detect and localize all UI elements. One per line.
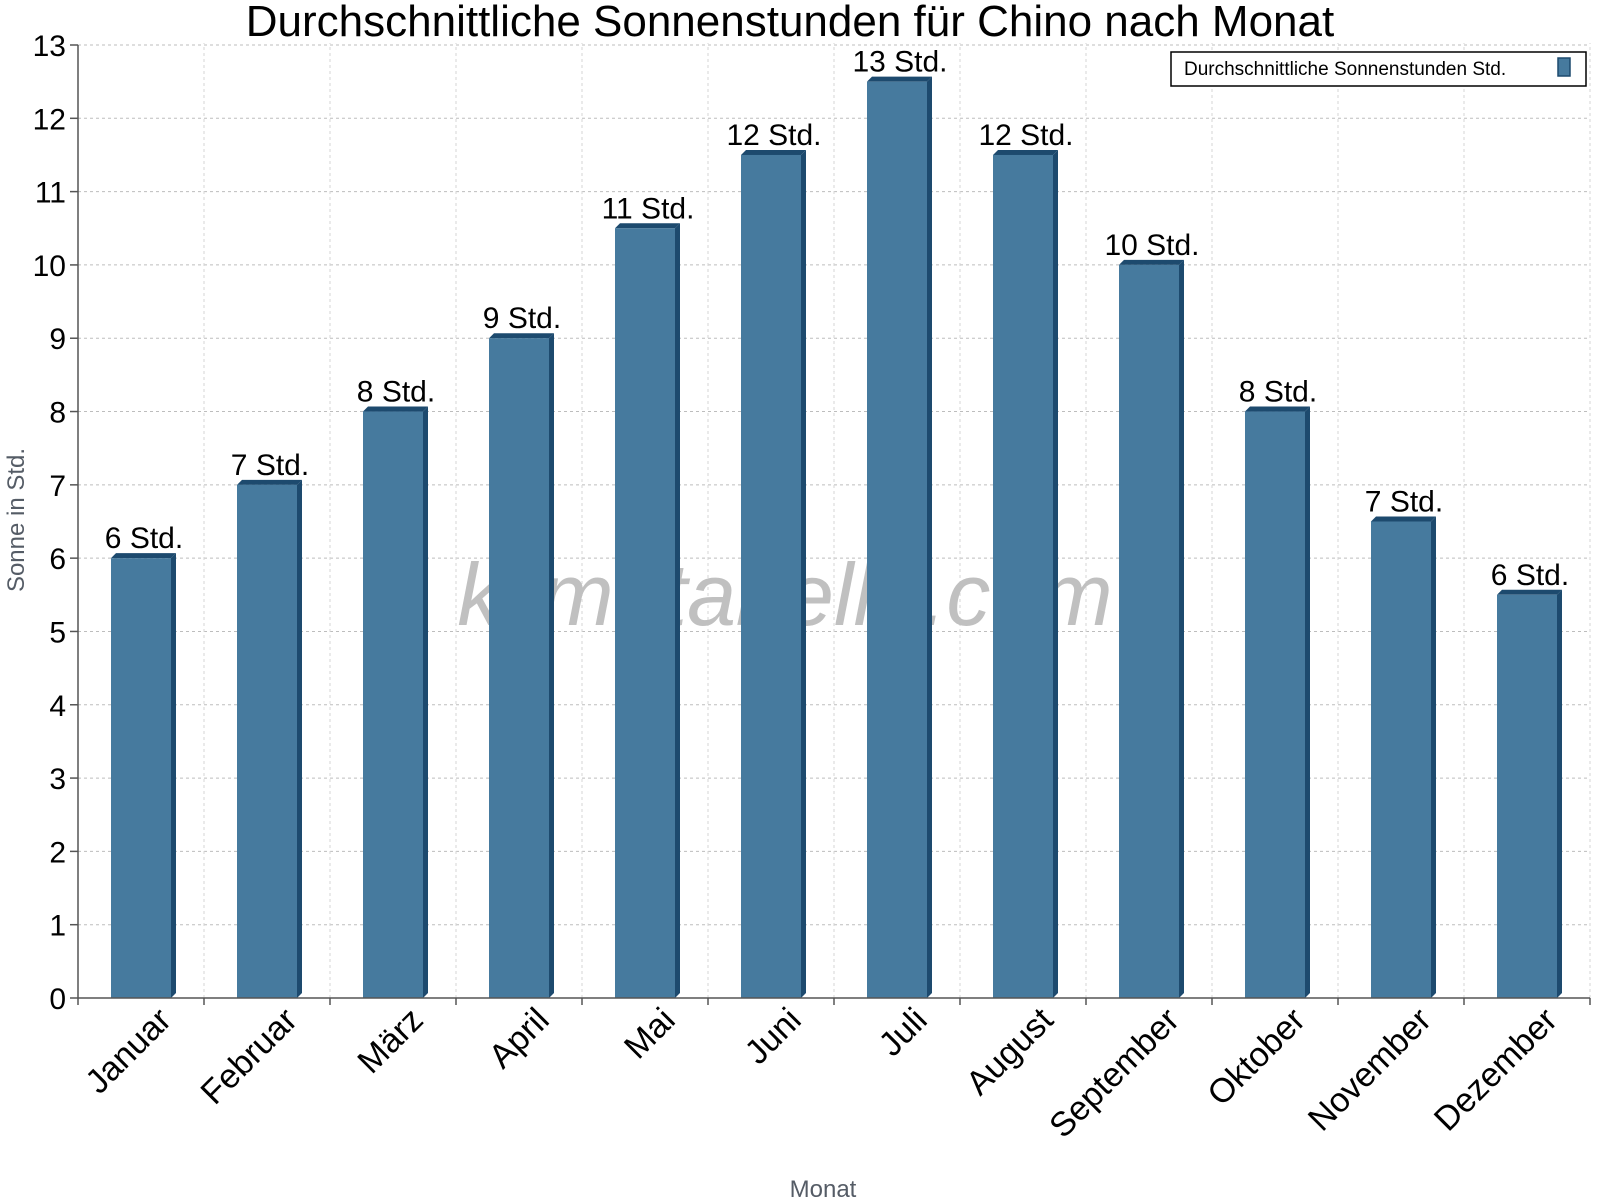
x-tick-label: April	[482, 1001, 557, 1076]
bar-top	[867, 76, 932, 82]
bar-top	[1119, 259, 1184, 265]
data-label: 6 Std.	[105, 522, 183, 555]
bar-side	[297, 479, 302, 998]
x-tick-label: Dezember	[1427, 1001, 1565, 1139]
y-tick-label: 8	[49, 397, 66, 430]
data-label: 12 Std.	[726, 119, 821, 152]
legend-swatch	[1557, 57, 1571, 77]
x-tick-label: Januar	[78, 1001, 178, 1101]
x-tick-label: März	[350, 1001, 430, 1081]
legend-label: Durchschnittliche Sonnenstunden Std.	[1184, 59, 1506, 80]
bar-top	[741, 149, 806, 155]
legend-box	[1170, 51, 1587, 87]
bar-top	[615, 223, 680, 229]
bar-side	[1557, 589, 1562, 998]
data-label: 6 Std.	[1491, 559, 1569, 592]
data-label: 7 Std.	[231, 449, 309, 482]
bar-side	[1431, 516, 1436, 998]
x-tick-label: Juli	[872, 1001, 935, 1064]
bar	[867, 81, 927, 998]
bar-series	[111, 76, 1562, 998]
data-labels: 6 Std. 7 Std. 8 Std. 9 Std. 11 Std. 12 Std. 13…	[105, 46, 1569, 592]
y-tick-label: 5	[49, 616, 66, 649]
x-tick-label: Juni	[738, 1001, 809, 1072]
y-tick-label: 9	[49, 323, 66, 356]
y-tick-label: 6	[49, 543, 66, 576]
y-axis-label: Sonne in Std.	[3, 448, 30, 592]
bar-top	[363, 406, 428, 412]
data-label: 12 Std.	[978, 119, 1073, 152]
bar	[1245, 411, 1305, 998]
y-tick-label: 11	[35, 177, 66, 210]
bar-top	[237, 479, 302, 485]
bar	[363, 411, 423, 998]
data-label: 13 Std.	[852, 46, 947, 79]
x-tick-label: September	[1042, 1001, 1186, 1145]
y-tick-label: 7	[49, 470, 66, 503]
y-tick-label: 0	[49, 983, 66, 1016]
bar-side	[675, 223, 680, 998]
bar	[1371, 521, 1431, 998]
bar-side	[927, 76, 932, 998]
bar-top	[993, 149, 1058, 155]
bar	[741, 154, 801, 998]
y-tick-label: 10	[33, 250, 66, 283]
bar-side	[549, 333, 554, 998]
bar-top	[111, 553, 176, 559]
data-label: 7 Std.	[1365, 486, 1443, 519]
y-tick-label: 13	[33, 30, 66, 63]
bar-top	[489, 333, 554, 339]
data-label: 10 Std.	[1104, 229, 1199, 262]
bar-side	[423, 406, 428, 998]
data-label: 9 Std.	[483, 302, 561, 335]
bar	[237, 484, 297, 998]
bar-side	[1053, 149, 1058, 998]
y-tick-label: 3	[49, 763, 66, 796]
data-label: 11 Std.	[602, 192, 695, 225]
chart-title: Durchschnittliche Sonnenstunden für Chin…	[246, 0, 1334, 46]
bar	[993, 154, 1053, 998]
bar-side	[1305, 406, 1310, 998]
x-tick-label: November	[1301, 1001, 1439, 1139]
x-tick-label: Oktober	[1200, 1001, 1312, 1113]
y-tick-label: 12	[33, 103, 66, 136]
bar-side	[1179, 259, 1184, 998]
y-tick-label: 2	[49, 836, 66, 869]
bar	[1119, 264, 1179, 998]
bar-top	[1371, 516, 1436, 522]
bar	[615, 228, 675, 998]
data-label: 8 Std.	[1239, 376, 1317, 409]
bar-side	[801, 149, 806, 998]
bar-side	[171, 553, 176, 998]
y-tick-label: 4	[49, 690, 66, 723]
x-tick-label: Februar	[194, 1001, 305, 1112]
bar-top	[1245, 406, 1310, 412]
x-tick-label: Mai	[617, 1001, 683, 1067]
bar	[1497, 594, 1557, 998]
legend: Durchschnittliche Sonnenstunden Std.	[1170, 51, 1587, 87]
data-label: 8 Std.	[357, 376, 435, 409]
bar	[489, 338, 549, 998]
bar-top	[1497, 589, 1562, 595]
grid-lines	[78, 43, 1591, 998]
x-axis-label: Monat	[790, 1176, 857, 1200]
bar	[111, 558, 171, 998]
x-tick-label: August	[959, 1000, 1061, 1102]
x-axis-ticks: Januar Februar März April Mai Juni Juli AugustS…	[77, 998, 1591, 1145]
y-tick-label: 1	[49, 910, 66, 943]
